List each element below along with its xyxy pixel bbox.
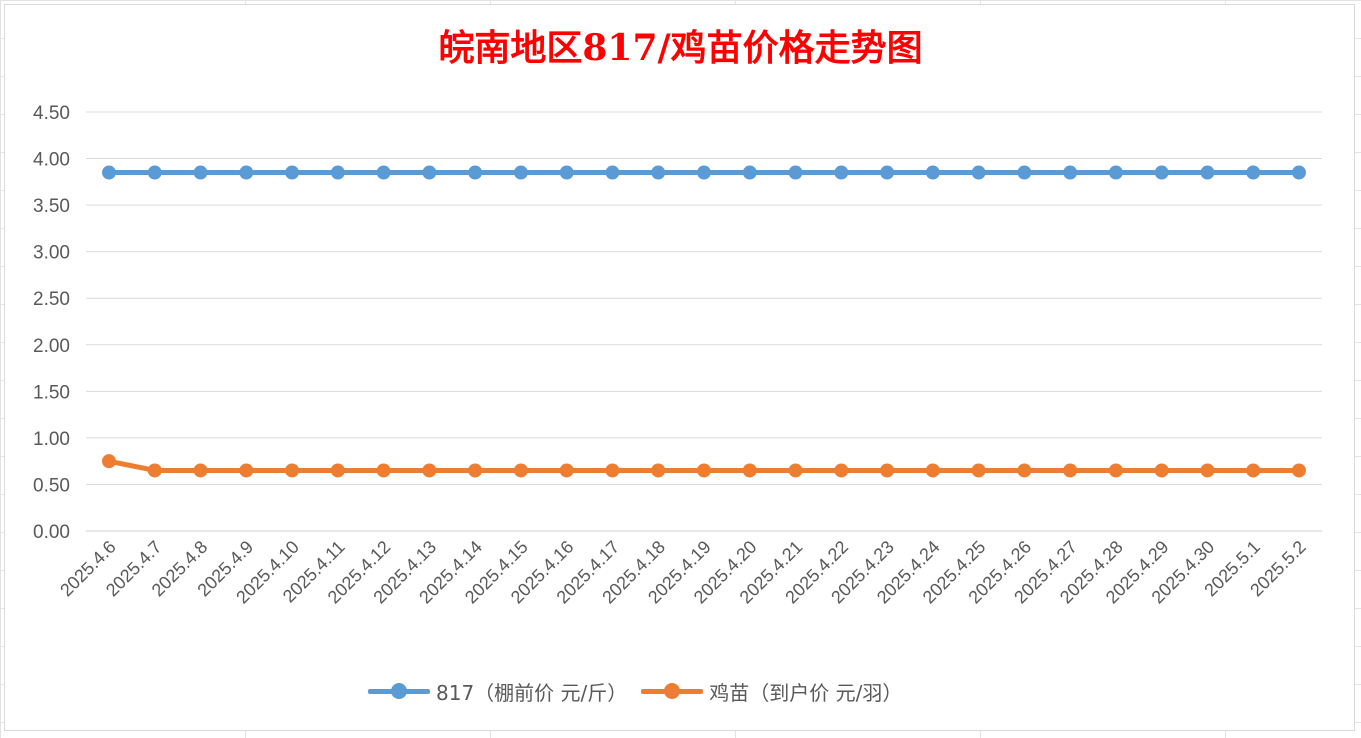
y-tick-label: 0.50	[33, 475, 70, 496]
data-point-series-1	[742, 463, 757, 478]
data-point-series-0	[880, 165, 895, 180]
data-point-series-1	[925, 463, 940, 478]
data-point-series-1	[1108, 463, 1123, 478]
data-point-series-0	[1108, 165, 1123, 180]
data-point-series-1	[971, 463, 986, 478]
y-tick-label: 2.50	[33, 289, 70, 310]
data-point-series-1	[788, 463, 803, 478]
data-point-series-1	[147, 463, 162, 478]
data-point-series-0	[147, 165, 162, 180]
data-point-series-0	[559, 165, 574, 180]
legend-item-817: 817（棚前价 元/斤）	[368, 677, 627, 706]
legend-marker-chick	[664, 683, 681, 699]
legend: 817（棚前价 元/斤） 鸡苗（到户价 元/羽）	[368, 676, 916, 706]
data-point-series-1	[697, 463, 711, 478]
chart-area[interactable]	[4, 4, 1355, 731]
data-point-series-1	[834, 463, 849, 478]
data-point-series-1	[1017, 463, 1032, 478]
legend-swatch-817	[368, 683, 430, 699]
data-point-series-1	[376, 463, 391, 478]
legend-marker-817	[391, 683, 407, 699]
data-point-series-1	[651, 463, 666, 478]
data-point-series-0	[468, 165, 483, 180]
y-tick-label: 3.00	[33, 243, 70, 264]
y-tick-label: 4.50	[33, 103, 70, 124]
data-point-series-0	[1200, 165, 1215, 180]
data-point-series-1	[285, 463, 300, 478]
data-point-series-1	[1200, 463, 1215, 478]
y-tick-label: 3.50	[33, 196, 70, 217]
legend-label-chick: 鸡苗（到户价 元/羽）	[709, 680, 903, 705]
y-tick-label: 0.00	[33, 522, 70, 543]
data-point-series-1	[513, 463, 528, 478]
data-point-series-1	[193, 463, 208, 478]
legend-item-chick: 鸡苗（到户价 元/羽）	[641, 677, 902, 706]
data-point-series-0	[1154, 165, 1169, 180]
data-point-series-1	[330, 463, 345, 478]
data-point-series-1	[1246, 463, 1261, 478]
data-point-series-0	[742, 165, 757, 180]
data-point-series-1	[1063, 463, 1078, 478]
legend-swatch-chick	[641, 683, 704, 699]
y-tick-label: 1.50	[33, 382, 70, 403]
data-point-series-1	[239, 463, 254, 478]
data-point-series-0	[1063, 165, 1078, 180]
data-point-series-1	[102, 454, 116, 469]
y-tick-label: 1.00	[33, 429, 70, 450]
data-point-series-1	[559, 463, 574, 478]
data-point-series-0	[971, 165, 986, 180]
data-point-series-1	[468, 463, 483, 478]
data-point-series-0	[834, 165, 849, 180]
data-point-series-0	[193, 165, 208, 180]
data-point-series-0	[1292, 165, 1306, 180]
chart-title: 皖南地区817/鸡苗价格走势图	[438, 27, 923, 69]
data-point-series-0	[285, 165, 300, 180]
data-point-series-1	[605, 463, 620, 478]
data-point-series-0	[605, 165, 620, 180]
data-point-series-0	[788, 165, 803, 180]
data-point-series-0	[697, 165, 711, 180]
data-point-series-0	[376, 165, 391, 180]
legend-label-817: 817（棚前价 元/斤）	[436, 680, 628, 705]
data-point-series-0	[102, 165, 116, 180]
data-point-series-0	[651, 165, 666, 180]
data-point-series-0	[239, 165, 254, 180]
data-point-series-0	[513, 165, 528, 180]
data-point-series-1	[1154, 463, 1169, 478]
y-tick-label: 2.00	[33, 336, 70, 357]
data-point-series-1	[422, 463, 437, 478]
data-point-series-0	[1017, 165, 1032, 180]
data-point-series-0	[1246, 165, 1261, 180]
data-point-series-0	[422, 165, 437, 180]
data-point-series-1	[1292, 463, 1306, 478]
data-point-series-1	[880, 463, 895, 478]
data-point-series-0	[330, 165, 345, 180]
data-point-series-0	[925, 165, 940, 180]
y-tick-label: 4.00	[33, 150, 70, 171]
